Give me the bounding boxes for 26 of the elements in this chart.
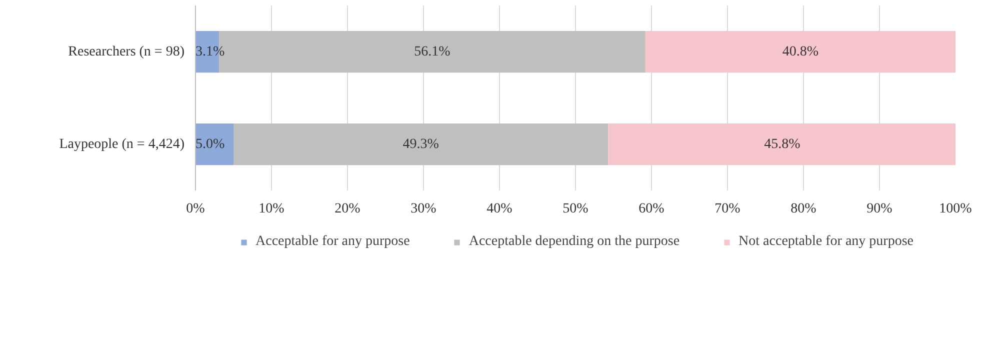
data-label: 5.0% [196,136,225,152]
bar [234,123,608,166]
legend-label: Acceptable for any purpose [256,234,410,250]
y-tick-label: Researchers (n = 98) [68,44,185,60]
bar [608,123,956,166]
x-tick-label: 20% [334,202,361,216]
data-label: 45.8% [764,136,801,152]
y-tick-label: Laypeople (n = 4,424) [59,136,185,152]
legend-label: Acceptable depending on the purpose [468,234,680,250]
bar [645,30,956,73]
bar [196,123,234,166]
x-tick-label: 50% [562,202,589,216]
x-tick-label: 100% [939,202,972,216]
x-tick-label: 0% [186,202,206,216]
x-tick-label: 40% [486,202,513,216]
x-tick-label: 90% [866,202,893,216]
x-tick-label: 60% [638,202,665,216]
x-tick-label: 70% [714,202,741,216]
x-tick-label: 80% [790,202,817,216]
x-tick-label: 10% [258,202,285,216]
legend-label: Not acceptable for any purpose [738,234,914,250]
data-label: 56.1% [414,44,451,60]
data-label: 3.1% [196,44,225,60]
data-label: 40.8% [782,44,819,60]
data-label: 49.3% [402,136,440,152]
x-tick-label: 30% [410,202,437,216]
